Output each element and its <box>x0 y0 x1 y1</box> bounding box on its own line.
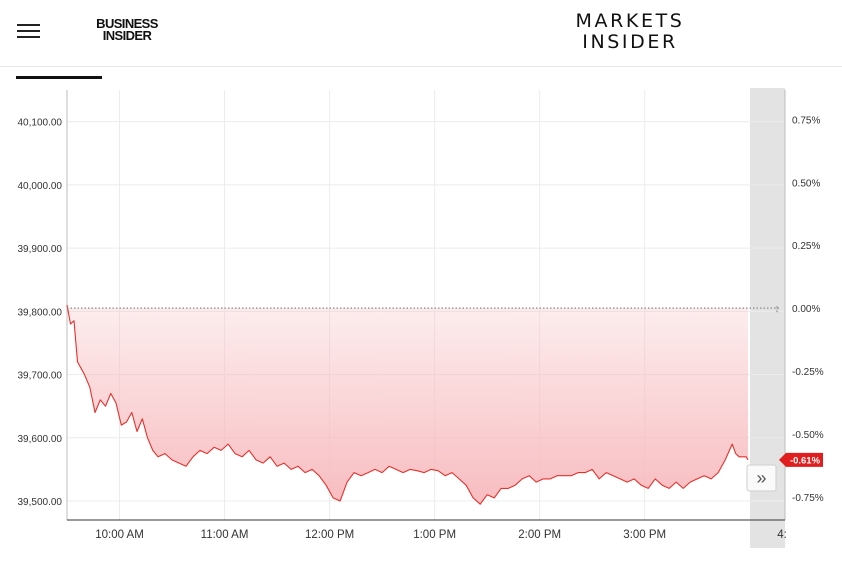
x-axis-tick-label: 1:00 PM <box>413 529 456 541</box>
y-axis-tick-label: 39,500.00 <box>18 497 63 508</box>
business-insider-logo[interactable]: BUSINESS INSIDER <box>96 16 158 43</box>
y-axis-tick-label: 39,600.00 <box>18 434 63 445</box>
x-axis-tick-label: 2:00 PM <box>518 529 561 541</box>
series-line <box>66 304 749 505</box>
index-chart[interactable]: 40,100.00 40,000.00 39,900.00 39,800.00 39,7… <box>0 88 842 558</box>
y2-axis-tick-label: 0.25% <box>792 241 820 252</box>
y2-axis-tick-label: 0.75% <box>792 115 820 126</box>
x-axis-tick-label: 4: <box>777 529 787 541</box>
hamburger-menu-icon[interactable] <box>17 22 41 40</box>
expand-chart-button[interactable] <box>746 464 777 492</box>
y-axis-tick-label: 39,800.00 <box>18 307 63 318</box>
y2-axis-tick-label: -0.75% <box>792 493 824 504</box>
current-change-badge <box>779 452 823 467</box>
x-axis-tick-label: 11:00 AM <box>201 529 249 541</box>
active-tab-indicator <box>16 76 102 79</box>
x-axis-tick-label: 12:00 PM <box>305 529 354 541</box>
y-axis-tick-label: 39,700.00 <box>18 371 63 382</box>
y2-axis-tick-label: 0.00% <box>792 304 820 315</box>
series-area <box>67 305 748 505</box>
x-axis-tick-label: 10:00 AM <box>95 529 144 541</box>
y-axis-tick-label: 40,100.00 <box>18 118 63 129</box>
baseline-drag-handle-icon[interactable]: ↕ <box>774 303 780 315</box>
y2-axis-tick-label: -0.25% <box>792 367 824 378</box>
y2-axis-tick-label: -0.50% <box>792 430 824 441</box>
current-change-label: -0.61% <box>790 455 821 466</box>
y2-axis-tick-label: 0.50% <box>792 178 820 189</box>
y-axis-tick-label: 39,900.00 <box>18 244 63 255</box>
markets-insider-logo[interactable]: MARKETS INSIDER <box>575 10 685 53</box>
double-chevron-right-icon[interactable]: » <box>756 468 766 488</box>
site-header: BUSINESS INSIDER MARKETS INSIDER <box>0 0 842 67</box>
chart-svg[interactable]: 40,100.00 40,000.00 39,900.00 39,800.00 39,7… <box>0 88 842 558</box>
x-axis-tick-label: 3:00 PM <box>623 529 666 541</box>
y-axis-tick-label: 40,000.00 <box>18 181 63 192</box>
